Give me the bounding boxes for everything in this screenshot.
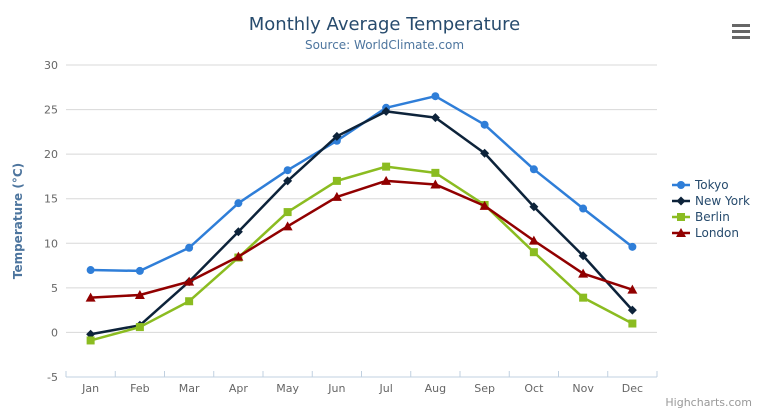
data-point-new-york[interactable]	[381, 106, 391, 116]
data-point-tokyo[interactable]	[135, 266, 144, 275]
hamburger-icon	[732, 24, 750, 27]
legend-item-label: Tokyo	[695, 178, 729, 192]
data-point-tokyo[interactable]	[529, 165, 538, 174]
series-line-new-york	[89, 110, 634, 336]
legend-marker-circle-icon	[672, 181, 690, 189]
data-point-berlin[interactable]	[185, 297, 194, 306]
data-point-tokyo[interactable]	[480, 120, 489, 129]
legend-marker-symbol	[676, 228, 686, 237]
y-axis-label: 25	[44, 104, 58, 117]
data-point-berlin[interactable]	[431, 168, 440, 177]
data-point-london[interactable]	[233, 251, 244, 261]
chart-subtitle: Source: WorldClimate.com	[304, 38, 465, 52]
legend-marker-symbol	[677, 213, 685, 221]
data-point-new-york[interactable]	[627, 305, 637, 315]
y-axis-label: 5	[51, 282, 58, 295]
data-point-berlin[interactable]	[135, 323, 144, 332]
data-point-tokyo[interactable]	[579, 204, 588, 213]
x-axis-label: Oct	[524, 382, 544, 395]
data-point-berlin[interactable]	[283, 208, 292, 217]
y-axis-label: 30	[44, 59, 58, 72]
highcharts-credit[interactable]: Highcharts.com	[665, 396, 752, 409]
x-axis-label: Jul	[378, 382, 392, 395]
legend-marker-diamond-icon	[672, 196, 690, 206]
data-point-new-york[interactable]	[332, 131, 342, 141]
data-point-london[interactable]	[381, 175, 392, 185]
chart-context-menu-button[interactable]	[732, 24, 752, 39]
y-axis-label: 15	[44, 193, 58, 206]
data-point-london[interactable]	[184, 276, 195, 286]
y-axis-label: 20	[44, 148, 58, 161]
data-point-london[interactable]	[134, 289, 145, 299]
x-axis-label: Aug	[425, 382, 446, 395]
y-axis-label: 10	[44, 237, 58, 250]
legend-marker-symbol	[676, 196, 686, 206]
x-axis-label: Mar	[179, 382, 200, 395]
legend-item-label: Berlin	[695, 210, 730, 224]
x-axis-label: Dec	[622, 382, 643, 395]
data-point-tokyo[interactable]	[185, 243, 194, 252]
data-point-new-york[interactable]	[233, 227, 243, 237]
data-point-berlin[interactable]	[86, 336, 95, 345]
legend-item-berlin[interactable]: Berlin	[672, 209, 750, 225]
x-axis-label: Jan	[81, 382, 99, 395]
data-point-new-york[interactable]	[529, 202, 539, 212]
data-point-london[interactable]	[331, 191, 342, 201]
data-point-new-york[interactable]	[283, 176, 293, 186]
x-axis-label: Sep	[474, 382, 495, 395]
legend-marker-triangle-icon	[672, 228, 690, 237]
data-point-berlin[interactable]	[628, 319, 637, 328]
legend-marker-symbol	[677, 181, 685, 189]
data-point-london[interactable]	[528, 235, 539, 245]
data-point-tokyo[interactable]	[283, 166, 292, 175]
data-point-london[interactable]	[282, 221, 293, 231]
data-point-tokyo[interactable]	[628, 242, 637, 251]
hamburger-icon	[732, 36, 750, 39]
x-axis-label: Nov	[572, 382, 594, 395]
data-point-berlin[interactable]	[382, 162, 391, 171]
data-point-london[interactable]	[627, 284, 638, 294]
legend-item-label: London	[695, 226, 739, 240]
legend: Tokyo New York Berlin London	[672, 177, 750, 241]
data-point-tokyo[interactable]	[86, 266, 95, 275]
data-point-london[interactable]	[479, 200, 490, 210]
legend-item-london[interactable]: London	[672, 225, 750, 241]
data-point-berlin[interactable]	[579, 293, 588, 302]
x-axis-label: Jun	[327, 382, 345, 395]
x-axis-label: May	[276, 382, 299, 395]
data-point-new-york[interactable]	[480, 148, 490, 158]
legend-item-tokyo[interactable]: Tokyo	[672, 177, 750, 193]
data-point-london[interactable]	[578, 268, 589, 278]
data-point-new-york[interactable]	[578, 251, 588, 261]
legend-item-label: New York	[695, 194, 750, 208]
y-axis-label: 0	[51, 326, 58, 339]
legend-marker-square-icon	[672, 213, 690, 221]
data-point-berlin[interactable]	[332, 176, 341, 185]
x-axis-label: Feb	[130, 382, 149, 395]
x-axis-label: Apr	[229, 382, 249, 395]
hamburger-icon	[732, 30, 750, 33]
legend-item-new-york[interactable]: New York	[672, 193, 750, 209]
data-point-london[interactable]	[85, 292, 96, 302]
chart-title: Monthly Average Temperature	[248, 14, 521, 35]
data-point-london[interactable]	[430, 179, 441, 189]
data-point-tokyo[interactable]	[234, 199, 243, 208]
y-axis-label: -5	[47, 371, 58, 384]
data-point-new-york[interactable]	[430, 113, 440, 123]
series-line-tokyo	[89, 94, 634, 273]
series-line-berlin	[89, 165, 634, 342]
data-point-tokyo[interactable]	[431, 92, 440, 101]
data-point-berlin[interactable]	[529, 248, 538, 257]
series-line-london	[89, 179, 634, 299]
y-axis-title: Temperature (°C)	[11, 163, 25, 279]
